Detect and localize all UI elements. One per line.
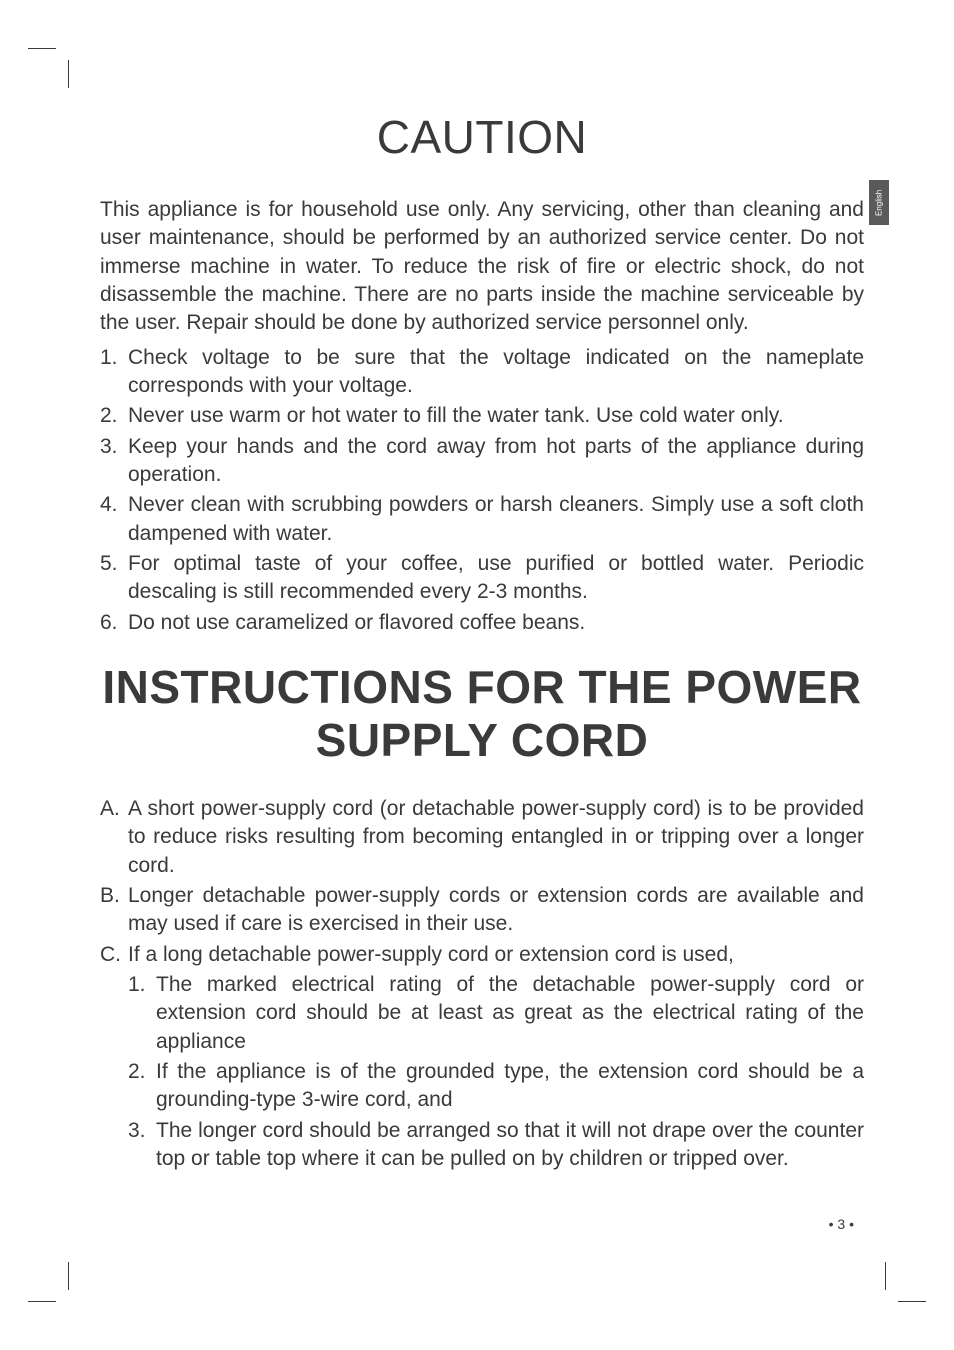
caution-list-item: 3.Keep your hands and the cord away from… (100, 433, 864, 490)
power-cord-sublist-item: 1.The marked electrical rating of the de… (128, 971, 864, 1056)
crop-mark-bl (28, 1262, 68, 1302)
power-cord-sublist-item: 3.The longer cord should be arranged so … (128, 1117, 864, 1174)
power-cord-list: A.A short power-supply cord (or detachab… (100, 795, 864, 969)
list-number: 1. (100, 344, 128, 401)
power-cord-sublist-item: 2.If the appliance is of the grounded ty… (128, 1058, 864, 1115)
list-text: Do not use caramelized or flavored coffe… (128, 609, 864, 637)
crop-mark-br (886, 1262, 926, 1302)
caution-list-item: 2.Never use warm or hot water to fill th… (100, 402, 864, 430)
language-tab: English (869, 180, 889, 225)
power-cord-heading: INSTRUCTIONS FOR THE POWER SUPPLY CORD (100, 661, 864, 767)
crop-mark-tl (28, 48, 68, 88)
caution-list-item: 5.For optimal taste of your coffee, use … (100, 550, 864, 607)
caution-list-item: 1.Check voltage to be sure that the volt… (100, 344, 864, 401)
list-number: 1. (128, 971, 156, 1056)
power-cord-list-item: B.Longer detachable power-supply cords o… (100, 882, 864, 939)
list-number: 3. (128, 1117, 156, 1174)
list-text: Longer detachable power-supply cords or … (128, 882, 864, 939)
caution-list-item: 6.Do not use caramelized or flavored cof… (100, 609, 864, 637)
page-number: • 3 • (829, 1216, 854, 1232)
list-text: For optimal taste of your coffee, use pu… (128, 550, 864, 607)
caution-list-item: 4.Never clean with scrubbing powders or … (100, 491, 864, 548)
list-text: The longer cord should be arranged so th… (156, 1117, 864, 1174)
list-text: If a long detachable power-supply cord o… (128, 941, 864, 969)
list-text: A short power-supply cord (or detachable… (128, 795, 864, 880)
list-text: Never clean with scrubbing powders or ha… (128, 491, 864, 548)
caution-heading: CAUTION (100, 110, 864, 164)
list-number: 2. (100, 402, 128, 430)
power-cord-sublist: 1.The marked electrical rating of the de… (128, 971, 864, 1173)
power-cord-list-item: C.If a long detachable power-supply cord… (100, 941, 864, 969)
list-number: 6. (100, 609, 128, 637)
caution-intro: This appliance is for household use only… (100, 196, 864, 338)
list-text: Keep your hands and the cord away from h… (128, 433, 864, 490)
list-number: 2. (128, 1058, 156, 1115)
list-text: The marked electrical rating of the deta… (156, 971, 864, 1056)
list-number: B. (100, 882, 128, 939)
power-cord-list-item: A.A short power-supply cord (or detachab… (100, 795, 864, 880)
list-text: If the appliance is of the grounded type… (156, 1058, 864, 1115)
list-number: 5. (100, 550, 128, 607)
list-text: Check voltage to be sure that the voltag… (128, 344, 864, 401)
page-content: CAUTION This appliance is for household … (0, 0, 954, 1255)
caution-list: 1.Check voltage to be sure that the volt… (100, 344, 864, 637)
list-number: 3. (100, 433, 128, 490)
list-number: C. (100, 941, 128, 969)
list-text: Never use warm or hot water to fill the … (128, 402, 864, 430)
list-number: 4. (100, 491, 128, 548)
list-number: A. (100, 795, 128, 880)
